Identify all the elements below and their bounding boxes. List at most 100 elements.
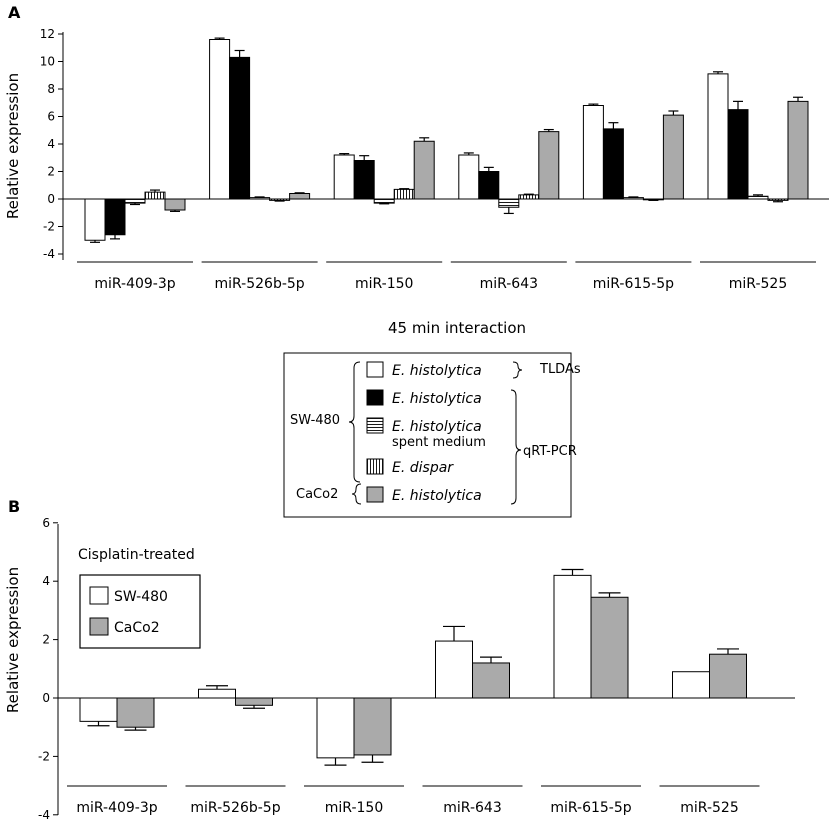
legend-b-swatch-sw480	[89, 586, 109, 605]
a-bar	[393, 188, 415, 200]
legend-a-sw480-label: SW-480	[290, 413, 340, 428]
a-bar	[269, 198, 291, 201]
a-bar	[333, 154, 355, 200]
a-bar	[747, 195, 769, 200]
panel-b-ylabel: Relative expression	[4, 567, 22, 713]
b-ytick-label: 0	[42, 691, 50, 705]
panel-a-label: A	[8, 3, 21, 22]
a-ytick-label: 10	[40, 55, 55, 69]
a-bar	[249, 197, 271, 200]
a-ytick-label: 8	[47, 82, 55, 96]
b-bar	[590, 596, 629, 699]
b-ytick-label: 2	[42, 633, 50, 647]
legend-a-box	[283, 352, 572, 518]
legend-a-qrtpcr-brace	[510, 389, 522, 505]
b-bar	[316, 697, 355, 759]
legend-b-swatch-caco2	[89, 617, 109, 636]
a-ytick-label: -2	[43, 220, 55, 234]
a-bar	[124, 198, 146, 204]
a-bar	[787, 100, 809, 200]
panel-a-chart: A Relative expression -4 -2 0 2 4 6 8 10 12 miR-…	[4, 3, 829, 337]
a-bar	[582, 105, 604, 200]
legend-a-swatch-hstripes	[366, 417, 384, 434]
a-ytick-label: -4	[43, 247, 55, 261]
a-bar	[707, 73, 729, 200]
b-bar	[198, 688, 236, 699]
a-bar	[662, 114, 684, 200]
b-ytick-label: -2	[38, 749, 50, 763]
legend-a-item-5: E. histolytica	[392, 488, 482, 504]
a-category-label: miR-526b-5p	[214, 276, 304, 292]
a-ytick-label: 12	[40, 27, 55, 41]
b-bar	[709, 653, 747, 699]
a-bar	[622, 197, 644, 200]
a-bar	[458, 154, 480, 200]
b-category-label: miR-526b-5p	[190, 800, 280, 816]
b-bar	[435, 640, 473, 699]
a-category-label: miR-525	[729, 276, 787, 292]
a-ytick-label: 2	[47, 165, 55, 179]
legend-b-box	[79, 574, 201, 649]
b-bar	[553, 574, 592, 699]
legend-b-item-caco2: CaCo2	[114, 620, 160, 636]
a-ytick-label: 4	[47, 137, 55, 151]
panel-a-title: 45 min interaction	[388, 319, 526, 337]
a-category-label: miR-409-3p	[94, 276, 175, 292]
a-bar	[478, 171, 500, 200]
a-ytick-label: 6	[47, 110, 55, 124]
a-bar	[104, 198, 126, 236]
legend-a-item-3-extra: spent medium	[392, 435, 486, 450]
legend-a-tldas-label: TLDAs	[539, 362, 581, 377]
panel-b-label: B	[8, 497, 20, 516]
a-bar	[727, 109, 749, 200]
a-bar	[518, 194, 540, 200]
panel-b-chart: B Relative expression -4 -2 0 2 4 6 miR-409-3…	[4, 497, 795, 822]
legend-a-item-3: E. histolytica	[392, 419, 482, 435]
legend-a-swatch-white	[366, 361, 384, 378]
legend-a-swatch-gray	[366, 486, 384, 503]
a-bar	[642, 198, 664, 201]
b-category-label: miR-525	[680, 800, 738, 816]
a-bar	[229, 56, 251, 200]
a-bar	[353, 160, 375, 200]
panel-a-ylabel: Relative expression	[4, 73, 22, 219]
a-bar	[144, 191, 166, 200]
panel-b-title: Cisplatin-treated	[78, 547, 195, 563]
legend-a-item-2: E. histolytica	[392, 391, 482, 407]
b-ytick-label: 4	[42, 574, 50, 588]
a-bar	[289, 193, 311, 200]
b-ytick-label: -4	[38, 808, 50, 822]
legend-a-caco2-label: CaCo2	[296, 487, 338, 502]
b-bar	[79, 697, 118, 722]
a-bar	[413, 140, 435, 200]
a-bar	[164, 198, 186, 211]
legend-a-sw480-brace	[348, 361, 361, 483]
b-category-label: miR-409-3p	[76, 800, 157, 816]
legend-b-item-sw480: SW-480	[114, 589, 168, 605]
a-ytick-label: 0	[47, 192, 55, 206]
a-category-label: miR-150	[355, 276, 413, 292]
b-category-label: miR-150	[325, 800, 383, 816]
a-bar	[767, 198, 789, 201]
legend-a-caco2-brace	[351, 483, 362, 505]
a-bar	[602, 128, 624, 200]
a-bar	[498, 198, 520, 208]
legend-a-tldas-brace	[512, 361, 523, 379]
b-category-label: miR-615-5p	[550, 800, 631, 816]
a-bar	[84, 198, 106, 241]
b-bar	[472, 662, 510, 699]
b-bar	[672, 671, 710, 699]
a-bar	[538, 131, 560, 200]
legend-a-item-1: E. histolytica	[392, 363, 482, 379]
a-bar	[373, 198, 395, 204]
b-category-label: miR-643	[443, 800, 501, 816]
legend-a-swatch-black	[366, 389, 384, 406]
a-category-label: miR-643	[480, 276, 538, 292]
panel-a-legend: SW-480 CaCo2 TLDAs qRT-PCR E. histolytic…	[283, 352, 581, 518]
legend-a-swatch-vstripes	[366, 458, 384, 475]
a-category-label: miR-615-5p	[593, 276, 674, 292]
b-bar	[235, 697, 273, 706]
b-bar	[116, 697, 155, 728]
b-bar	[353, 697, 392, 756]
